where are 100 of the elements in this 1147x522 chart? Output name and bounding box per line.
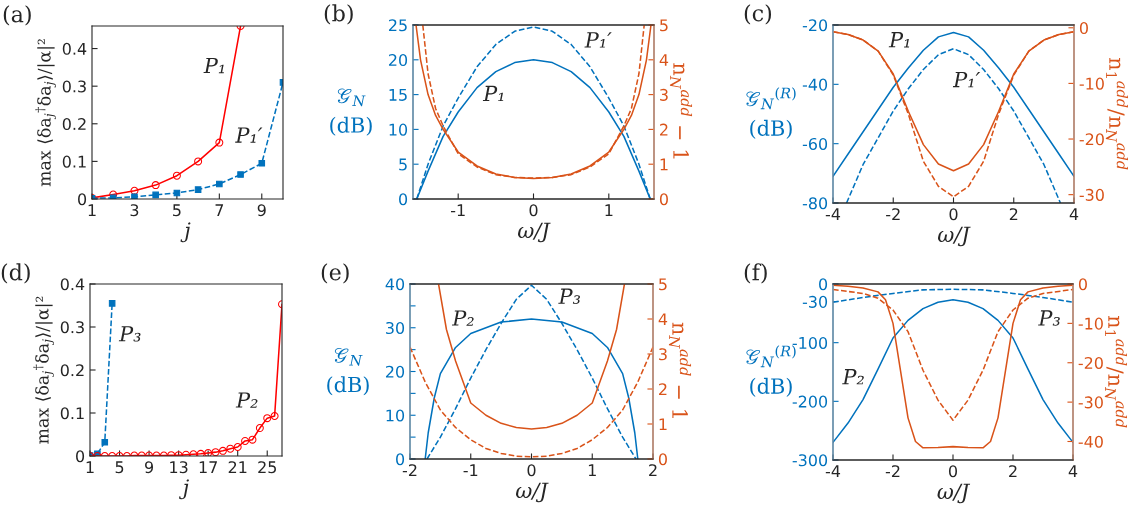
x-tick-label: 0 — [949, 208, 958, 221]
x-axis-title: ω/J — [938, 226, 971, 247]
chart-title: (c) — [744, 4, 772, 25]
annotation: P₁ — [482, 85, 504, 102]
x-axis-title: ω/J — [518, 222, 551, 243]
y2-tick-label: 1 — [659, 418, 667, 431]
y-tick-label: 20 — [388, 54, 408, 67]
y-tick-label: 0 — [399, 193, 408, 206]
x-tick-label: 5 — [115, 461, 124, 474]
x-tick-label: -1 — [463, 464, 478, 476]
chart-title: (f) — [744, 263, 767, 284]
y2-axis-title: n$_{N}$$^{add}$ − 1 — [669, 63, 693, 159]
y2-tick-label: 3 — [660, 88, 668, 101]
x-axis-title: j — [178, 479, 189, 500]
y-tick-label: -200 — [792, 395, 828, 408]
x-axis-title: j — [180, 222, 191, 243]
y2-tick-label: 0 — [1078, 278, 1087, 291]
x-tick-label: 9 — [145, 461, 154, 474]
y-tick-label: -40 — [802, 78, 828, 91]
y-tick-label: 15 — [389, 89, 407, 101]
x-tick-label: 0 — [527, 464, 536, 477]
x-tick-label: -4 — [825, 208, 841, 220]
x-tick-label: 2 — [1009, 208, 1018, 220]
y-tick-label: 40 — [385, 278, 405, 291]
x-tick-label: 1 — [88, 204, 96, 216]
y2-tick-label: -10 — [1079, 77, 1104, 90]
annotation: P₃ — [558, 288, 580, 304]
y2-tick-label: -30 — [1078, 396, 1103, 409]
annotation: P₂ — [451, 310, 474, 326]
x-tick-label: 1 — [86, 461, 94, 473]
x-tick-label: 5 — [173, 204, 181, 217]
x-tick-label: 0 — [948, 465, 958, 478]
x-tick-label: 9 — [257, 204, 266, 217]
y-axis-title: max ⟨δa$_{j}$$^{†}$δa$_{j}$⟩/|α|² — [35, 39, 56, 187]
y2-tick-label: 3 — [659, 348, 667, 361]
y-axis-title: 𝒢$_{N}$ (dB) — [327, 348, 369, 396]
y-tick-label: 25 — [388, 19, 407, 32]
y-tick-label: 0.1 — [62, 155, 86, 168]
x-axis-title: ω/J — [516, 482, 549, 503]
y-tick-label: -60 — [802, 137, 828, 150]
y-tick-label: 0.2 — [62, 118, 86, 131]
y-tick-label: 0.4 — [60, 278, 85, 291]
y-tick-label: 5 — [399, 158, 407, 171]
x-tick-label: -4 — [825, 465, 841, 477]
y2-axis-title: n$_{1}$$^{add}$/n$_{N}$$^{add}$ — [1104, 315, 1127, 428]
x-tick-label: -2 — [402, 464, 417, 476]
x-tick-label: 0 — [529, 204, 538, 217]
chart-title: (b) — [324, 4, 353, 25]
y-tick-label: 0.2 — [60, 364, 84, 377]
annotation: P₂ — [235, 392, 258, 408]
annotation: P₁ — [203, 57, 224, 74]
y-tick-label: 0 — [819, 278, 828, 291]
y-tick-label: -20 — [802, 19, 828, 32]
y2-tick-label: -20 — [1079, 133, 1104, 146]
x-tick-label: 1 — [605, 204, 613, 216]
x-tick-label: 3 — [130, 204, 139, 217]
chart-title: (d) — [1, 263, 30, 284]
y-tick-label: 30 — [386, 321, 405, 335]
y2-tick-label: 0 — [1079, 22, 1088, 35]
x-tick-label: 1 — [588, 464, 596, 476]
chart-title: (a) — [3, 5, 31, 26]
y2-tick-label: 4 — [658, 313, 668, 326]
y2-tick-label: 2 — [660, 123, 668, 136]
y2-tick-label: 0 — [659, 193, 668, 206]
y-axis-title: max ⟨δa$_{j}$$^{†}$δa$_{j}$⟩/|α|² — [33, 296, 54, 444]
y-tick-label: 0 — [76, 450, 85, 463]
y2-tick-label: -10 — [1078, 317, 1103, 330]
y-tick-label: -80 — [802, 197, 828, 210]
annotation: P₁′ — [235, 127, 263, 143]
y2-tick-label: 5 — [659, 278, 667, 291]
x-tick-label: 13 — [170, 461, 188, 474]
y-tick-label: 20 — [385, 365, 405, 378]
x-tick-label: 4 — [1068, 465, 1078, 477]
annotation: P₁′ — [584, 32, 612, 48]
y2-tick-label: 1 — [660, 158, 668, 171]
y2-tick-label: 4 — [659, 54, 669, 66]
x-tick-label: 4 — [1069, 208, 1079, 220]
annotation: P₃ — [118, 326, 141, 342]
y2-tick-label: 5 — [660, 19, 668, 32]
annotation: P₂ — [842, 369, 864, 385]
x-axis-title: ω/J — [937, 483, 971, 504]
x-tick-label: 2 — [649, 464, 657, 476]
y-tick-label: 10 — [389, 123, 408, 136]
y-axis-title: 𝒢$_{N}$ (dB) — [330, 88, 372, 136]
x-tick-label: 25 — [258, 461, 276, 474]
y2-axis-title: n$_{N}$$^{add}$ − 1 — [668, 322, 692, 418]
y-tick-label: 0.3 — [62, 80, 86, 93]
x-tick-label: 17 — [199, 461, 217, 473]
y-tick-label: 0.1 — [60, 407, 84, 420]
x-tick-label: -2 — [886, 208, 900, 220]
x-tick-label: 7 — [215, 204, 224, 216]
x-tick-label: 21 — [228, 461, 247, 473]
y2-tick-label: -40 — [1078, 435, 1103, 448]
text: 𝒢$_{N}$$^{(R)}$ (dB) — [746, 87, 796, 139]
y-tick-label: 0.4 — [62, 42, 87, 55]
y2-axis-title: n$_{1}$$^{add}$/n$_{N}$$^{add}$ — [1105, 57, 1128, 170]
y-tick-label: 0.3 — [60, 321, 84, 334]
x-tick-label: 2 — [1009, 465, 1017, 477]
y2-tick-label: 2 — [659, 383, 667, 396]
annotation: P₃ — [1038, 310, 1060, 326]
